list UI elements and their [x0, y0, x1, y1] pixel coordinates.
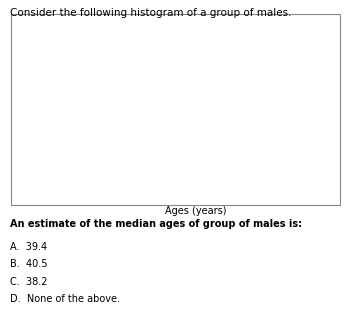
- Bar: [196, 79, 231, 186]
- Bar: [266, 150, 301, 186]
- Bar: [126, 97, 161, 186]
- Bar: [161, 44, 196, 186]
- Text: C.  38.2: C. 38.2: [10, 277, 48, 287]
- Text: An estimate of the median ages of group of males is:: An estimate of the median ages of group …: [10, 219, 303, 229]
- Text: B.  40.5: B. 40.5: [10, 259, 48, 269]
- Text: D.  None of the above.: D. None of the above.: [10, 294, 120, 304]
- Text: Consider the following histogram of a group of males.: Consider the following histogram of a gr…: [10, 8, 292, 18]
- X-axis label: Ages (years): Ages (years): [165, 206, 227, 216]
- Bar: [231, 115, 266, 186]
- Y-axis label: Number of Males: Number of Males: [28, 64, 38, 147]
- Text: A.  39.4: A. 39.4: [10, 242, 48, 252]
